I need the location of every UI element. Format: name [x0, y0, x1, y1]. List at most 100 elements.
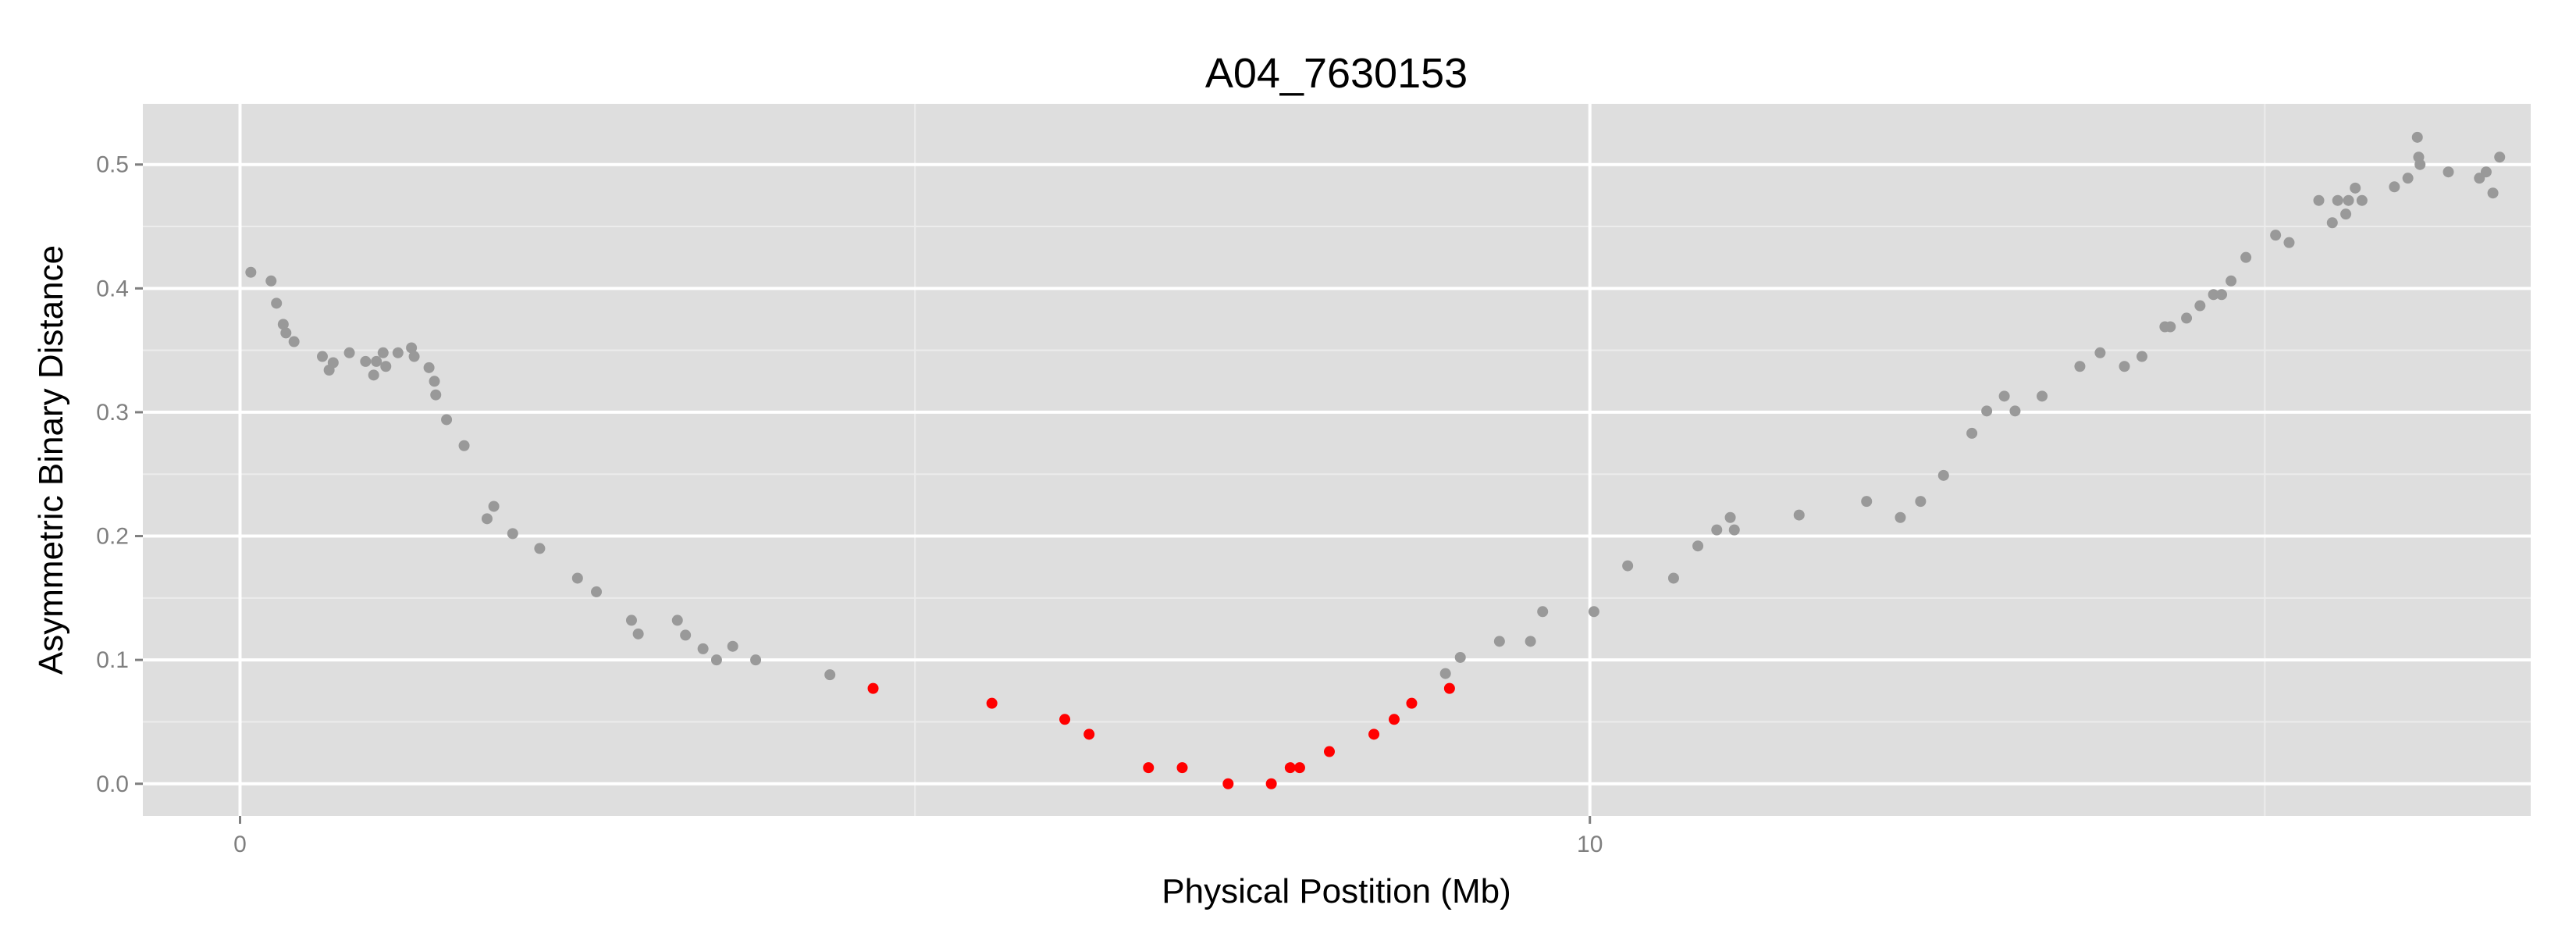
- data-point: [1981, 405, 1993, 417]
- x-axis-title: Physical Postition (Mb): [1162, 872, 1510, 910]
- y-tick-label: 0.4: [96, 276, 129, 301]
- data-point: [277, 319, 289, 330]
- data-point: [2226, 275, 2237, 287]
- data-point: [441, 414, 453, 426]
- data-point: [2270, 230, 2282, 241]
- data-point: [488, 501, 500, 512]
- data-point: [710, 654, 722, 666]
- data-point: [1525, 636, 1536, 647]
- data-point: [2356, 194, 2368, 206]
- data-point: [750, 654, 762, 666]
- data-point: [680, 629, 692, 641]
- data-point: [360, 355, 372, 367]
- data-point: [1724, 511, 1736, 523]
- data-point: [1966, 427, 1978, 439]
- data-point: [1588, 606, 1599, 618]
- data-point: [1937, 469, 1949, 481]
- highlighted-data-point: [1176, 762, 1188, 774]
- highlighted-data-point: [1388, 714, 1400, 725]
- data-point: [392, 347, 404, 358]
- data-point: [265, 275, 277, 287]
- data-point: [1454, 651, 1466, 663]
- data-point: [2443, 166, 2454, 178]
- data-point: [1622, 560, 1634, 572]
- data-point: [534, 543, 546, 554]
- data-point: [2343, 194, 2354, 206]
- data-point: [430, 389, 442, 401]
- highlighted-data-point: [1143, 762, 1155, 774]
- data-point: [371, 355, 382, 367]
- y-tick-label: 0.1: [96, 647, 129, 673]
- highlighted-data-point: [1222, 778, 1234, 789]
- highlighted-data-point: [1368, 729, 1380, 740]
- data-point: [1667, 572, 1679, 584]
- data-point: [1861, 496, 1873, 508]
- data-point: [671, 615, 683, 626]
- data-point: [571, 572, 583, 584]
- data-point: [2340, 208, 2352, 220]
- data-point: [2313, 194, 2325, 206]
- highlighted-data-point: [986, 697, 998, 709]
- data-point: [423, 362, 435, 373]
- minor-gridlines: [143, 104, 2531, 816]
- highlighted-data-point: [1059, 714, 1071, 725]
- x-axis: 0 10: [233, 816, 1603, 857]
- data-point: [408, 351, 420, 362]
- highlighted-data-point: [1323, 746, 1335, 757]
- data-point: [280, 327, 292, 339]
- data-points: [245, 131, 2506, 789]
- x-tick-label: 10: [1577, 832, 1603, 857]
- y-tick-label: 0.5: [96, 152, 129, 178]
- data-point: [271, 297, 283, 309]
- highlighted-data-point: [1265, 778, 1277, 789]
- data-point: [1537, 606, 1549, 618]
- data-point: [2208, 289, 2219, 301]
- data-point: [343, 347, 355, 358]
- data-point: [2009, 405, 2021, 417]
- data-point: [1439, 668, 1451, 679]
- highlighted-data-point: [1406, 697, 1418, 709]
- y-axis: 0.0 0.1 0.2 0.3 0.4 0.5: [96, 152, 143, 797]
- data-point: [1711, 524, 1723, 536]
- data-point: [1493, 636, 1505, 647]
- data-point: [2194, 300, 2206, 312]
- data-point: [632, 628, 644, 640]
- data-point: [2136, 351, 2147, 362]
- data-point: [316, 351, 328, 362]
- data-point: [2326, 217, 2338, 229]
- highlighted-data-point: [1284, 762, 1296, 774]
- data-point: [2283, 237, 2295, 248]
- data-point: [368, 369, 379, 381]
- data-point: [2389, 181, 2400, 193]
- data-point: [2094, 347, 2106, 358]
- highlighted-data-point: [1293, 762, 1305, 774]
- data-point: [429, 376, 440, 387]
- data-point: [1793, 509, 1805, 521]
- data-point: [2350, 182, 2361, 194]
- data-point: [824, 669, 836, 681]
- chart-title: A04_7630153: [1205, 50, 1468, 97]
- data-point: [288, 336, 300, 347]
- data-point: [727, 640, 738, 652]
- data-point: [1728, 524, 1740, 536]
- data-point: [2402, 173, 2414, 184]
- y-tick-label: 0.2: [96, 524, 129, 550]
- data-point: [377, 347, 389, 358]
- data-point: [2332, 194, 2343, 206]
- data-point: [327, 357, 339, 369]
- data-point: [2119, 361, 2130, 372]
- data-point: [1998, 390, 2010, 402]
- data-point: [507, 528, 518, 540]
- data-point: [2240, 251, 2252, 263]
- data-point: [2037, 390, 2048, 402]
- data-point: [1895, 511, 1906, 523]
- x-tick-label: 0: [233, 832, 247, 857]
- data-point: [481, 513, 493, 525]
- data-point: [2487, 187, 2499, 199]
- data-point: [245, 266, 257, 278]
- data-point: [625, 615, 637, 626]
- data-point: [2181, 312, 2193, 324]
- y-tick-label: 0.0: [96, 771, 129, 797]
- data-point: [2165, 321, 2176, 333]
